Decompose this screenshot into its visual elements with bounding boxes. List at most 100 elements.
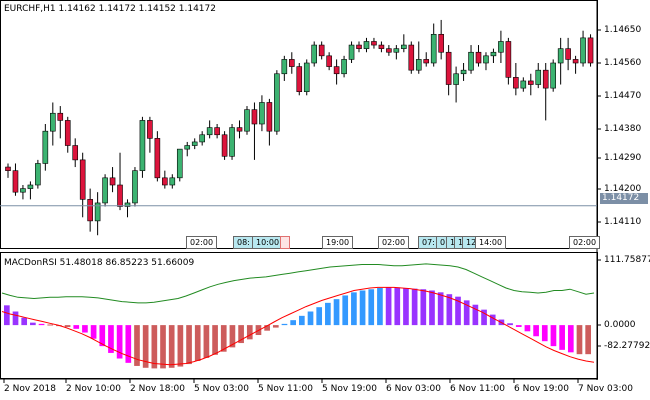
candle [147, 116, 153, 153]
histogram-bar [385, 287, 392, 326]
candle [251, 102, 258, 160]
histogram-bar [30, 322, 36, 326]
candle [20, 185, 26, 200]
candle [229, 124, 235, 160]
candle [64, 116, 71, 153]
histogram-bar [90, 325, 97, 339]
candle [356, 41, 362, 53]
candle [318, 41, 325, 60]
histogram-bar [229, 325, 236, 348]
signal-line [1, 286, 595, 366]
histogram-bar [507, 323, 513, 326]
histogram-bar [264, 325, 270, 331]
histogram-bar [429, 290, 435, 326]
histogram-bar [82, 325, 88, 333]
candle [221, 131, 228, 160]
histogram-bar [168, 325, 175, 368]
candle [378, 41, 385, 53]
histogram-bar [567, 325, 574, 353]
histogram-bar [212, 325, 218, 355]
candle [139, 116, 146, 178]
histogram-bar [481, 309, 487, 326]
histogram-bar [125, 325, 132, 363]
histogram-bar [359, 290, 366, 326]
histogram-bar [333, 299, 340, 326]
histogram-bar [524, 325, 531, 332]
histogram-bar [246, 325, 253, 340]
candle [520, 77, 527, 92]
candle [288, 52, 295, 74]
candle [117, 152, 123, 211]
candle [363, 37, 370, 53]
candle [341, 55, 347, 78]
candle [386, 45, 392, 56]
candle [72, 138, 79, 168]
histogram-bar [116, 325, 123, 359]
candle [393, 45, 400, 60]
candle [535, 63, 542, 89]
candle [27, 181, 34, 200]
histogram-bar [151, 325, 158, 369]
histogram-bar [203, 325, 210, 358]
histogram-bar [403, 288, 409, 326]
histogram-bar [108, 325, 114, 353]
histogram-bar [299, 315, 305, 326]
histogram-bar [220, 325, 227, 352]
candle [438, 19, 444, 60]
axis-ticks [3, 29, 601, 383]
histogram-bar [351, 292, 357, 326]
histogram-bar [541, 325, 548, 342]
candle [445, 45, 452, 96]
histogram-bar [420, 289, 427, 326]
histogram-bar [533, 325, 539, 337]
candle [199, 131, 205, 146]
histogram-bar [316, 307, 323, 326]
candle [184, 141, 191, 157]
histogram-bar [437, 292, 444, 326]
histogram-bar [307, 311, 314, 326]
candle [430, 23, 437, 67]
candle [274, 70, 280, 135]
candle [423, 52, 430, 67]
candle [57, 106, 64, 139]
candle [132, 167, 138, 207]
candle [50, 102, 56, 146]
histogram-bar [38, 323, 45, 326]
candle [483, 52, 489, 71]
histogram-bar [550, 325, 557, 347]
candle [580, 30, 586, 67]
candle [281, 55, 288, 81]
candle [259, 95, 265, 132]
candle [333, 59, 340, 85]
candle [124, 199, 131, 218]
candle [415, 41, 422, 74]
histogram-bar [290, 320, 296, 326]
candle [565, 37, 571, 71]
histogram-bar [194, 325, 201, 361]
rsi-line [1, 263, 595, 304]
candle [87, 188, 93, 232]
candle [79, 152, 86, 218]
histogram-bar [64, 325, 71, 327]
histogram-bar [368, 289, 375, 326]
candle [311, 41, 318, 67]
candle [460, 63, 467, 81]
histogram-bar [160, 325, 166, 369]
histogram-bar [21, 317, 28, 326]
candle [408, 41, 415, 74]
histogram-bar [47, 324, 54, 326]
candle [542, 63, 549, 121]
candle [401, 34, 407, 53]
candle [154, 131, 161, 182]
candle [162, 170, 168, 189]
candle [326, 52, 332, 71]
histogram-bar [12, 311, 19, 326]
candle [550, 59, 556, 92]
histogram-bar [455, 296, 461, 326]
candle [244, 106, 250, 135]
candle [206, 120, 213, 139]
candle [527, 73, 534, 96]
histogram-layer [4, 287, 591, 369]
histogram-bar [411, 288, 418, 326]
